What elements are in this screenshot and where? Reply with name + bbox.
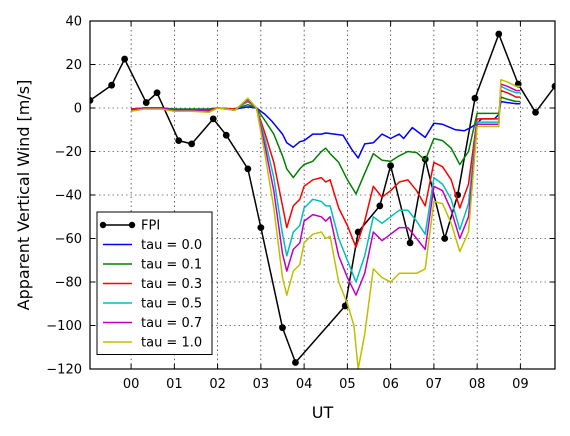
data-point xyxy=(209,115,217,123)
data-point xyxy=(376,202,384,210)
legend-item: tau = 0.5 xyxy=(103,297,202,312)
data-point xyxy=(406,239,414,247)
legend-label: FPI xyxy=(141,219,160,234)
legend-label: tau = 0.5 xyxy=(141,297,202,312)
x-tick-label: 03 xyxy=(253,377,270,392)
legend: FPI tau = 0.0 tau = 0.1 tau = 0.3 tau = 0.5 t… xyxy=(96,211,213,355)
x-tick-label: 02 xyxy=(209,377,226,392)
legend-label: tau = 0.0 xyxy=(141,238,202,253)
data-point xyxy=(532,108,539,116)
y-tick-label: 0 xyxy=(74,102,82,117)
series-tau-1-0 xyxy=(130,78,521,369)
legend-item: tau = 0.7 xyxy=(103,316,202,331)
data-point xyxy=(292,359,299,366)
legend-label: tau = 0.1 xyxy=(141,258,202,273)
x-tick-label: 08 xyxy=(469,377,486,392)
legend-item: FPI xyxy=(99,219,160,234)
x-tick-label: 00 xyxy=(123,377,140,392)
data-point xyxy=(142,99,150,106)
legend-label: tau = 0.3 xyxy=(141,277,202,292)
x-tick-label: 05 xyxy=(339,377,356,392)
legend-item: tau = 1.0 xyxy=(103,336,202,351)
series-line xyxy=(131,96,521,195)
data-point xyxy=(222,131,230,139)
x-tick-label: 07 xyxy=(426,377,443,392)
series-line xyxy=(90,33,555,364)
legend-item: tau = 0.1 xyxy=(103,258,202,273)
y-tick-label: 20 xyxy=(65,58,82,73)
y-axis-title: Apparent Vertical Wind [m/s] xyxy=(14,80,33,311)
data-point xyxy=(175,137,183,145)
data-point xyxy=(257,224,265,232)
x-tick-label: 09 xyxy=(512,377,529,392)
data-point xyxy=(441,235,449,242)
x-tick-label: 04 xyxy=(296,377,313,392)
legend-label: tau = 0.7 xyxy=(141,316,202,331)
data-point xyxy=(279,324,286,332)
data-point xyxy=(471,94,479,102)
x-tick-label: 06 xyxy=(382,377,399,392)
legend-marker xyxy=(128,221,136,229)
data-point xyxy=(90,96,94,104)
data-point xyxy=(387,162,395,170)
series-line xyxy=(131,100,521,159)
data-point xyxy=(188,140,196,148)
data-point xyxy=(244,165,252,173)
legend-item: tau = 0.3 xyxy=(103,277,202,292)
data-point xyxy=(108,81,116,89)
y-tick-label: −100 xyxy=(46,319,82,334)
axis-ticks: 00 01 02 03 04 05 06 07 08 09 −120 −100 −80 −60 −40 −20… xyxy=(46,15,555,392)
plot-lines xyxy=(90,30,555,369)
series-tau-0-0 xyxy=(131,100,521,159)
y-tick-label: −60 xyxy=(55,232,82,247)
y-tick-label: 40 xyxy=(65,15,82,30)
data-point xyxy=(495,30,503,38)
x-tick-label: 01 xyxy=(166,377,183,392)
y-tick-label: −80 xyxy=(55,276,82,291)
x-axis-title: UT xyxy=(312,403,334,422)
data-point xyxy=(153,89,161,97)
legend-label: tau = 1.0 xyxy=(141,336,202,351)
legend-item: tau = 0.0 xyxy=(103,238,202,253)
data-point xyxy=(551,82,555,90)
y-tick-label: −40 xyxy=(55,189,82,204)
series-line xyxy=(130,78,521,369)
y-tick-label: −20 xyxy=(55,145,82,160)
series-tau-0-1 xyxy=(131,96,521,195)
legend-marker xyxy=(99,221,107,229)
data-point xyxy=(121,55,129,63)
y-tick-label: −120 xyxy=(46,363,82,378)
